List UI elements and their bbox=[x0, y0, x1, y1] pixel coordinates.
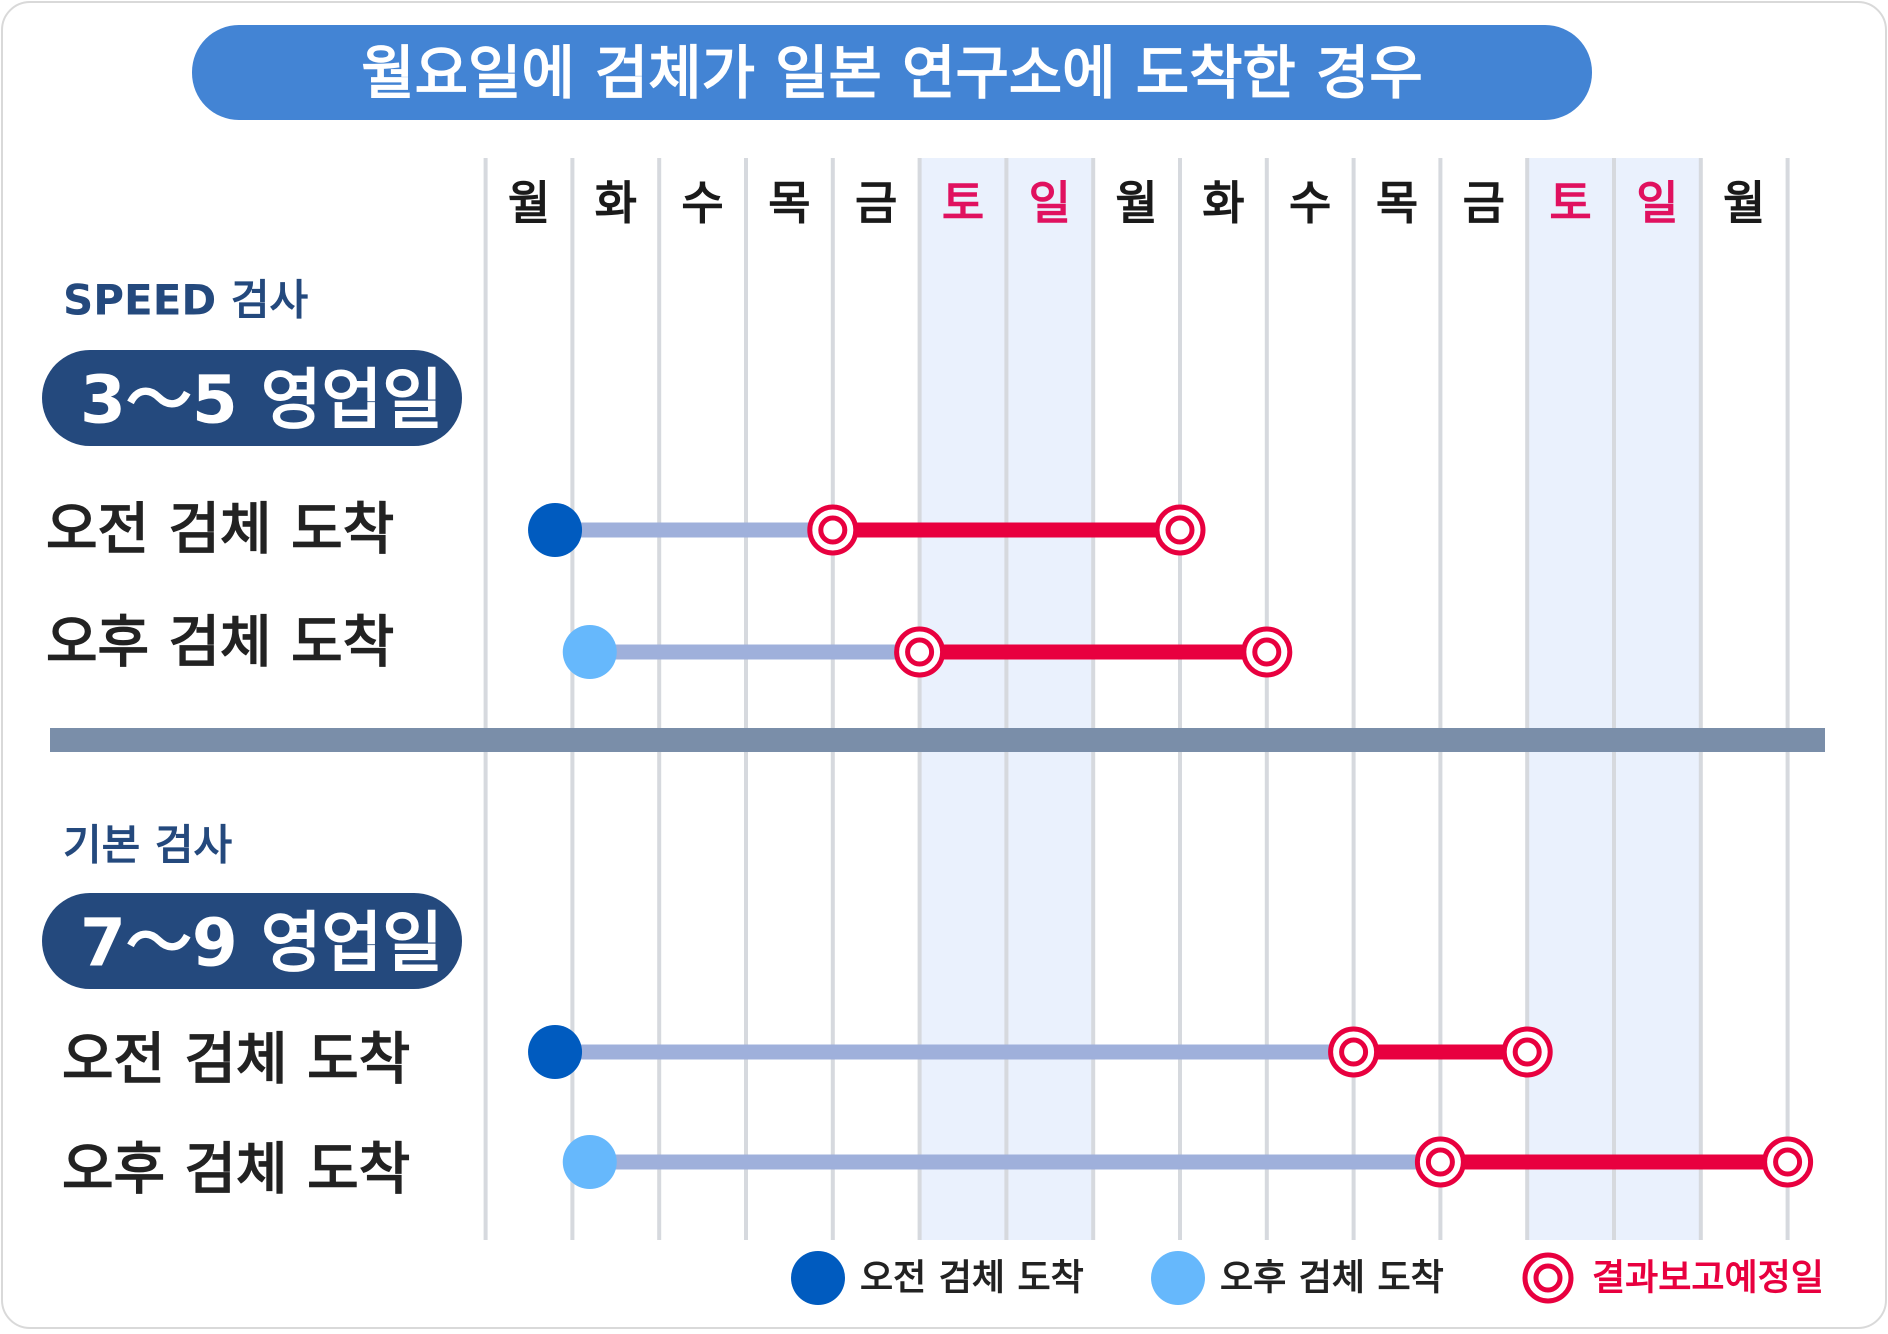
day-header: 수 bbox=[681, 176, 723, 230]
legend-morning-label: 오전 검체 도착 bbox=[860, 1258, 1084, 1299]
report-date-ring bbox=[1241, 626, 1293, 678]
report-date-ring bbox=[1154, 504, 1206, 556]
report-ring-inner bbox=[1252, 637, 1282, 667]
report-date-ring bbox=[1414, 1136, 1466, 1188]
legend-morning-dot-icon bbox=[791, 1251, 845, 1305]
page-title: 월요일에 검체가 일본 연구소에 도착한 경우 bbox=[361, 39, 1422, 107]
report-date-ring bbox=[1328, 1026, 1380, 1078]
morning-arrival-dot bbox=[528, 503, 583, 557]
report-ring-inner bbox=[1512, 1037, 1542, 1067]
day-header: 월 bbox=[508, 176, 550, 230]
row-label: 오전 검체 도착 bbox=[46, 498, 394, 563]
row-label: 오후 검체 도착 bbox=[62, 1138, 410, 1203]
report-date-ring bbox=[1501, 1026, 1553, 1078]
report-ring-inner bbox=[1425, 1147, 1455, 1177]
report-date-ring bbox=[1762, 1136, 1814, 1188]
report-ring-inner bbox=[1165, 515, 1195, 545]
day-header: 목 bbox=[768, 176, 810, 230]
section-divider bbox=[50, 728, 1825, 752]
badge-basic bbox=[42, 893, 462, 989]
report-date-ring bbox=[894, 626, 946, 678]
day-header: 월 bbox=[1115, 176, 1157, 230]
legend-afternoon-dot-icon bbox=[1151, 1251, 1205, 1305]
day-header: 일 bbox=[1029, 176, 1071, 230]
day-header: 월 bbox=[1723, 176, 1765, 230]
afternoon-arrival-dot bbox=[562, 625, 617, 679]
day-header: 금 bbox=[1463, 176, 1505, 230]
day-header: 목 bbox=[1376, 176, 1418, 230]
day-header: 화 bbox=[1202, 176, 1244, 230]
row-label: 오전 검체 도착 bbox=[62, 1028, 410, 1093]
badge-speed bbox=[42, 350, 462, 446]
badge-speed-label: 3〜5 영업일 bbox=[80, 362, 443, 439]
report-ring-inner bbox=[1339, 1037, 1369, 1067]
day-header: 수 bbox=[1289, 176, 1331, 230]
badge-basic-label: 7〜9 영업일 bbox=[80, 905, 443, 982]
report-ring-inner bbox=[818, 515, 848, 545]
day-header: 금 bbox=[855, 176, 897, 230]
row-label: 오후 검체 도착 bbox=[46, 611, 394, 676]
day-header: 화 bbox=[595, 176, 637, 230]
section-name-speed: SPEED 검사 bbox=[63, 276, 309, 325]
section-name-basic: 기본 검사 bbox=[63, 821, 233, 870]
afternoon-arrival-dot bbox=[562, 1135, 617, 1189]
morning-arrival-dot bbox=[528, 1025, 583, 1079]
day-header: 토 bbox=[1549, 176, 1591, 230]
legend-report-ring-icon bbox=[1522, 1252, 1574, 1304]
report-ring-inner bbox=[1773, 1147, 1803, 1177]
day-header: 일 bbox=[1636, 176, 1678, 230]
legend-afternoon-label: 오후 검체 도착 bbox=[1220, 1258, 1444, 1299]
report-date-ring bbox=[807, 504, 859, 556]
day-header: 토 bbox=[942, 176, 984, 230]
title-banner bbox=[192, 25, 1592, 120]
report-ring-inner bbox=[905, 637, 935, 667]
legend-report-label: 결과보고예정일 bbox=[1592, 1258, 1824, 1299]
